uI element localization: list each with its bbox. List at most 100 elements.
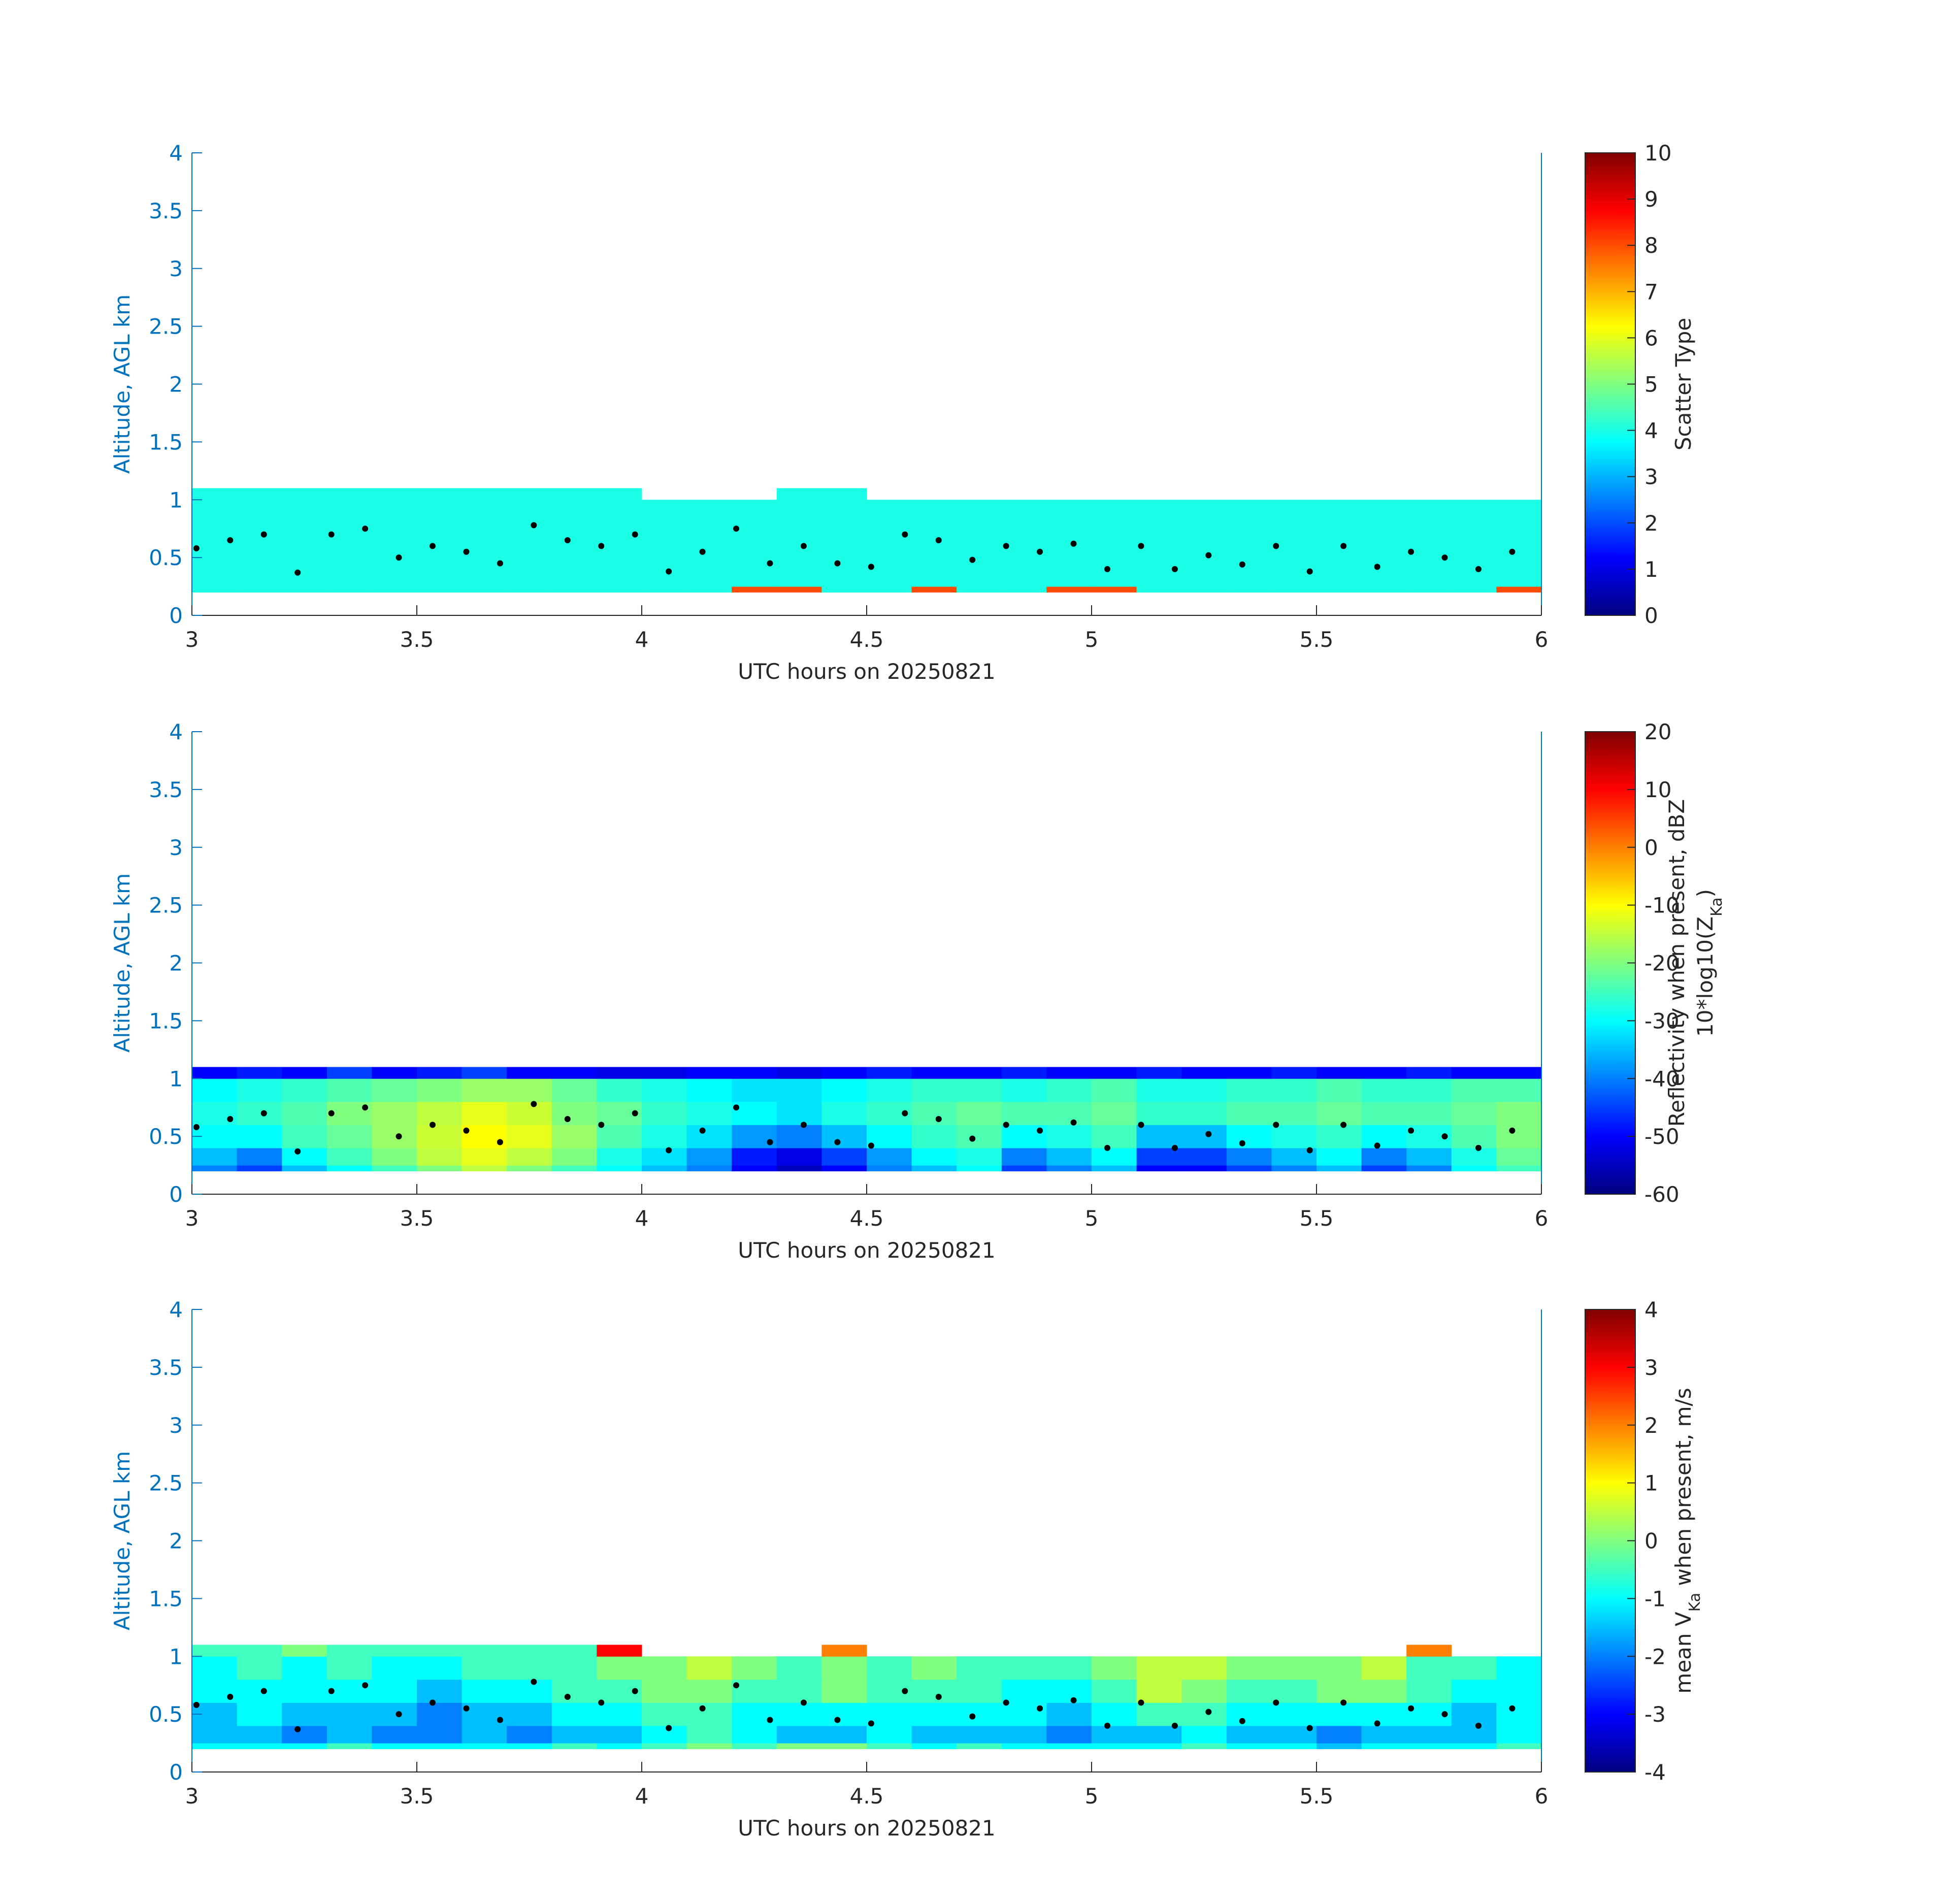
heatmap-cell	[192, 1078, 238, 1102]
heatmap-cell	[1181, 500, 1227, 523]
x-axis-label: UTC hours on 20250821	[738, 659, 996, 684]
heatmap-cell	[551, 1656, 597, 1680]
cloud-base-point	[1306, 1725, 1313, 1731]
heatmap-cell	[1361, 1078, 1407, 1102]
cloud-base-point	[362, 526, 369, 532]
colorbar-tick-label: -40	[1644, 1066, 1680, 1091]
heatmap-cell	[1361, 1679, 1407, 1703]
heatmap-cell	[597, 1067, 642, 1079]
cloud-base-point	[767, 1139, 773, 1145]
heatmap-cell	[1181, 1743, 1227, 1749]
heatmap-cell	[1092, 1743, 1137, 1749]
heatmap-cell	[282, 1067, 327, 1079]
heatmap-cell	[417, 569, 463, 587]
heatmap-cell	[462, 1656, 507, 1680]
heatmap-cell	[957, 1656, 1002, 1680]
heatmap-cell	[911, 586, 957, 593]
heatmap-cell	[911, 1101, 957, 1125]
heatmap-cell	[1092, 500, 1137, 523]
colorbar-tick-label: 3	[1644, 465, 1658, 489]
heatmap-cell	[282, 1165, 327, 1171]
heatmap-cell	[1181, 1101, 1227, 1125]
heatmap-cell	[551, 1725, 597, 1744]
heatmap-cell	[417, 1679, 463, 1703]
heatmap-cell	[551, 586, 597, 593]
panel: 0 0.5 1 1.5 2 2.5 3 3.5 4 3 3.5 4 4.5 5 5.5 6 UTC hours …	[110, 1297, 1704, 1841]
heatmap-cell	[1316, 1165, 1362, 1171]
heatmap-cell	[372, 1645, 417, 1657]
y-tick-label: 3	[169, 256, 183, 281]
colorbar-tick-label: 9	[1644, 187, 1658, 212]
heatmap-cell	[1226, 1725, 1272, 1744]
heatmap-cell	[1316, 1743, 1362, 1749]
heatmap-cell	[597, 1725, 642, 1744]
heatmap-cell	[551, 488, 597, 500]
heatmap-cell	[507, 1702, 552, 1726]
heatmap-cell	[1406, 1725, 1452, 1744]
heatmap-cell	[1092, 586, 1137, 593]
heatmap-cell	[821, 488, 867, 500]
heatmap-cell	[821, 586, 867, 593]
x-tick-label: 5	[1085, 1784, 1099, 1809]
cloud-base-point	[1408, 1127, 1414, 1134]
y-tick-label: 3.5	[149, 1355, 183, 1380]
cloud-base-point	[564, 1115, 571, 1122]
colorbar-tick-label: -30	[1644, 1008, 1680, 1033]
heatmap-cell	[1316, 1702, 1362, 1726]
heatmap-cell	[372, 488, 417, 500]
heatmap-cell	[326, 586, 372, 593]
heatmap-cell	[1226, 1147, 1272, 1166]
heatmap-cell	[776, 1679, 822, 1703]
heatmap-cell	[1271, 1101, 1317, 1125]
heatmap-cell	[1136, 500, 1182, 523]
heatmap-cell	[462, 1078, 507, 1102]
colorbar-tick-label: 4	[1644, 418, 1658, 443]
heatmap-cell	[1316, 522, 1362, 546]
heatmap-cell	[1226, 586, 1272, 593]
heatmap-cell	[507, 569, 552, 587]
heatmap-cell	[1406, 1656, 1452, 1680]
heatmap-cell	[732, 522, 777, 546]
heatmap-cell	[1136, 1702, 1182, 1726]
y-tick-label: 0.5	[149, 1702, 183, 1727]
heatmap-cell	[1361, 586, 1407, 593]
cloud-base-point	[902, 531, 908, 538]
heatmap-cell	[1092, 1702, 1137, 1726]
heatmap-cell	[417, 488, 463, 500]
heatmap-cell	[776, 1165, 822, 1171]
colorbar-label-subscript: Ka	[1686, 1593, 1704, 1612]
y-axis-label: Altitude, AGL km	[110, 294, 135, 474]
heatmap-cell	[597, 546, 642, 570]
heatmap-cell	[867, 1743, 912, 1749]
heatmap-cell	[326, 1067, 372, 1079]
heatmap-cell	[462, 488, 507, 500]
heatmap-cell	[1271, 1165, 1317, 1171]
heatmap-cell	[821, 522, 867, 546]
heatmap-cell	[1406, 1078, 1452, 1102]
cloud-base-point	[1239, 1718, 1245, 1724]
y-tick-label: 0	[169, 1760, 183, 1785]
heatmap-cell	[282, 1725, 327, 1744]
colorbar-label: 10*log10(ZKa)	[1693, 889, 1726, 1037]
cloud-base-point	[1340, 1699, 1347, 1706]
heatmap-cell	[1046, 1743, 1092, 1749]
heatmap-cell	[597, 500, 642, 523]
cloud-base-point	[1239, 561, 1245, 568]
heatmap-cell	[957, 1078, 1002, 1102]
heatmap-cell	[507, 1165, 552, 1171]
heatmap-cell	[1451, 1067, 1497, 1079]
heatmap-cell	[686, 1656, 732, 1680]
colorbar-tick-label: -20	[1644, 951, 1680, 976]
cloud-base-point	[193, 1124, 200, 1130]
heatmap-cell	[732, 1165, 777, 1171]
heatmap-cell	[776, 1125, 822, 1148]
cloud-base-point	[632, 1688, 638, 1694]
cloud-base-point	[396, 554, 402, 561]
heatmap-cell	[1092, 546, 1137, 570]
heatmap-cell	[237, 1702, 282, 1726]
heatmap-cell	[732, 1067, 777, 1079]
cloud-base-point	[1306, 568, 1313, 575]
cloud-base-point	[1408, 548, 1414, 555]
cloud-base-point	[362, 1104, 369, 1111]
cloud-base-point	[598, 543, 605, 549]
